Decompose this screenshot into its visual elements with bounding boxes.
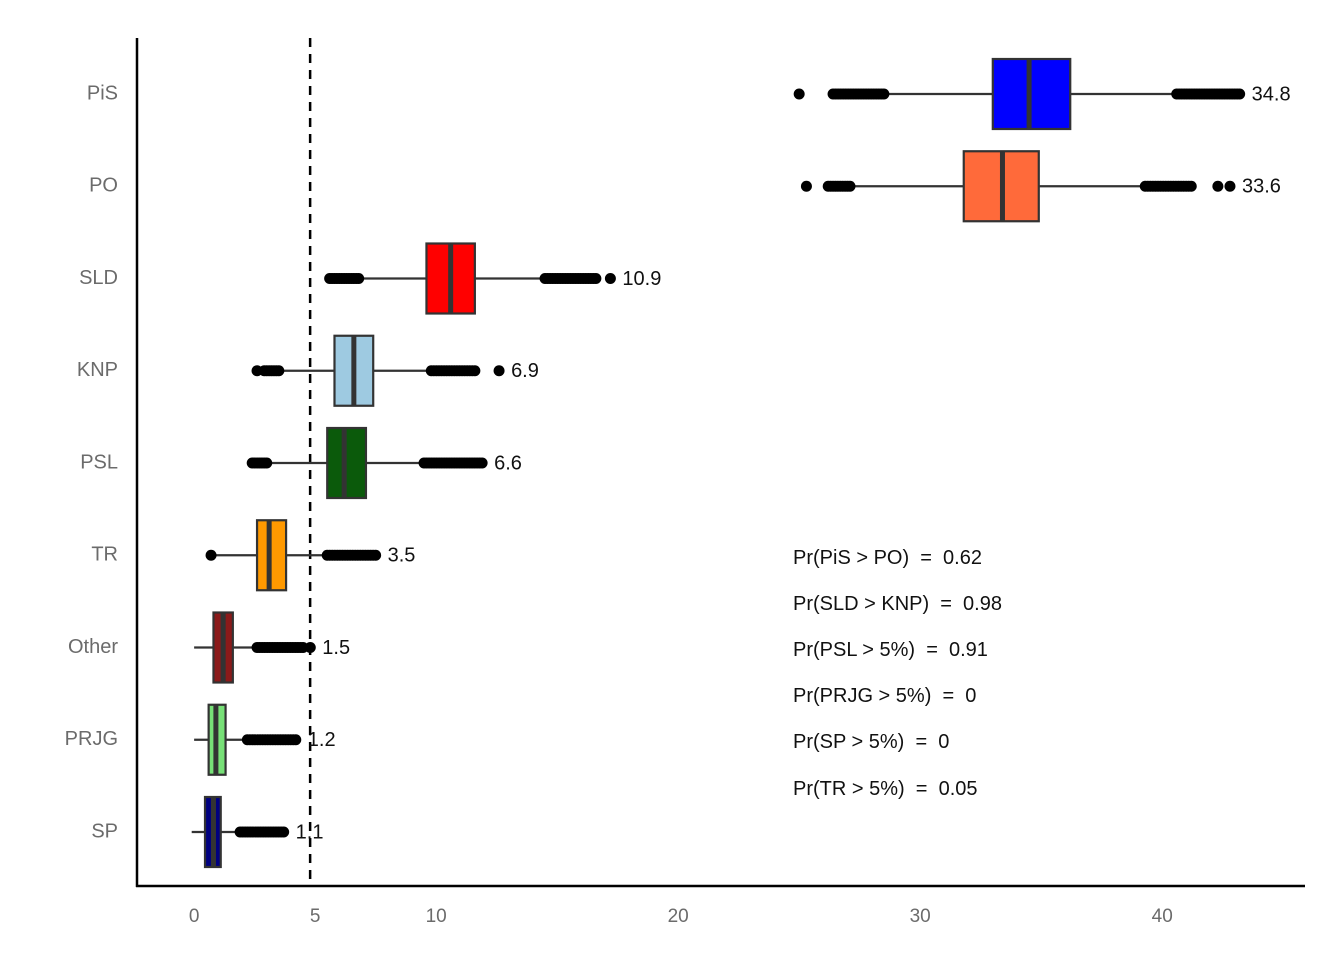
- x-tick-label: 30: [910, 906, 931, 927]
- x-tick-label: 20: [668, 906, 689, 927]
- probability-annotations: Pr(PiS > PO) = 0.62 Pr(SLD > KNP) = 0.98…: [793, 547, 1002, 800]
- box-po: 33.6: [800, 150, 1281, 223]
- outlier-point: [793, 88, 805, 100]
- outlier-point: [273, 365, 285, 377]
- mean-label: 1.1: [296, 821, 324, 843]
- annotation: Pr(SLD > KNP) = 0.98: [793, 593, 1002, 615]
- mean-label: 6.9: [511, 360, 539, 382]
- mean-label: 1.2: [308, 729, 336, 751]
- category-label: Other: [68, 636, 118, 658]
- outlier-point: [604, 273, 616, 284]
- outlier-point: [493, 365, 505, 377]
- outlier-point: [800, 180, 812, 192]
- box-sld: 10.9: [324, 242, 661, 315]
- category-label: SLD: [79, 267, 118, 289]
- box-tr: 3.5: [205, 519, 416, 592]
- mean-label: 33.6: [1242, 176, 1281, 198]
- x-axis-ticks: 0 5 10 20 30 40: [189, 906, 1173, 927]
- x-tick-label: 0: [189, 906, 200, 927]
- mean-label: 6.6: [494, 452, 522, 474]
- outlier-point: [304, 642, 316, 653]
- outlier-point: [261, 457, 273, 469]
- box-psl: 6.6: [246, 426, 522, 500]
- x-tick-label: 40: [1152, 906, 1173, 927]
- outlier-point: [1185, 180, 1197, 192]
- outlier-point: [469, 365, 481, 377]
- outlier-point: [353, 273, 365, 284]
- outlier-point: [251, 365, 263, 377]
- outlier-point: [278, 826, 290, 838]
- category-label: PO: [89, 175, 118, 197]
- category-label: PRJG: [65, 728, 118, 750]
- category-label: SP: [91, 820, 118, 842]
- annotation: Pr(PSL > 5%) = 0.91: [793, 639, 988, 661]
- y-axis-categories: PiS PO SLD KNP PSL TR Other PRJG SP: [65, 82, 119, 842]
- box-knp: 6.9: [251, 334, 539, 407]
- annotation: Pr(PiS > PO) = 0.62: [793, 547, 982, 569]
- outlier-point: [1212, 180, 1224, 192]
- outlier-point: [590, 273, 602, 284]
- plot-area: 34.8 33.6 10.9 6.9 6.6 3.5 1.5 1.2 1.1: [191, 38, 1291, 886]
- box-other: 1.5: [194, 611, 350, 684]
- box-sp: 1.1: [191, 795, 324, 869]
- outlier-point: [1234, 88, 1246, 100]
- category-label: PSL: [80, 451, 118, 473]
- box-pis: 34.8: [793, 57, 1291, 131]
- annotation: Pr(SP > 5%) = 0: [793, 731, 949, 753]
- category-label: TR: [91, 544, 118, 566]
- annotation: Pr(TR > 5%) = 0.05: [793, 778, 978, 800]
- mean-label: 3.5: [388, 545, 416, 567]
- outlier-point: [370, 549, 382, 561]
- x-tick-label: 10: [426, 906, 447, 927]
- box-prjg: 1.2: [194, 703, 336, 776]
- outlier-point: [205, 549, 217, 561]
- category-label: KNP: [77, 359, 118, 381]
- outlier-point: [1224, 180, 1236, 192]
- mean-label: 34.8: [1252, 83, 1291, 105]
- x-tick-label: 5: [310, 906, 321, 927]
- mean-label: 1.5: [322, 637, 350, 659]
- outlier-point: [290, 734, 302, 746]
- outlier-point: [878, 88, 890, 100]
- category-label: PiS: [87, 82, 118, 104]
- outlier-point: [476, 457, 488, 469]
- mean-label: 10.9: [622, 268, 661, 290]
- outlier-point: [844, 180, 856, 192]
- annotation: Pr(PRJG > 5%) = 0: [793, 685, 976, 707]
